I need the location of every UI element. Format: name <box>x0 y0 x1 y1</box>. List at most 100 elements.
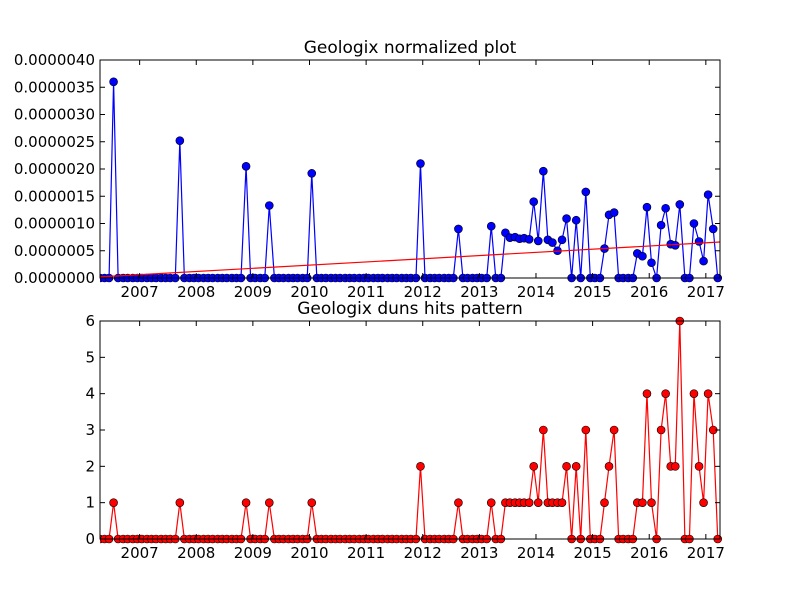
data-point <box>642 202 652 212</box>
series-line-0 <box>100 320 719 540</box>
data-point <box>675 200 685 209</box>
x-tick-label: 2008 <box>177 283 215 301</box>
data-point <box>638 498 647 507</box>
data-point <box>529 462 539 471</box>
data-point <box>533 498 543 507</box>
x-tick-label: 2011 <box>347 283 385 301</box>
y-tick-label: 0.0000000 <box>14 269 95 287</box>
x-tick-label: 2009 <box>234 283 272 301</box>
data-point <box>689 219 699 228</box>
data-point <box>600 498 609 507</box>
data-point <box>416 159 425 168</box>
data-point <box>175 136 185 145</box>
y-tick-label: 0.0000020 <box>14 160 95 178</box>
x-tick-label: 2017 <box>687 544 725 562</box>
data-point <box>241 498 251 507</box>
data-point <box>661 203 670 213</box>
data-point <box>524 235 534 244</box>
data-point <box>524 498 534 507</box>
data-point <box>557 498 567 507</box>
y-tick-label: 0.0000010 <box>14 215 95 233</box>
y-tick-label: 3 <box>85 421 95 439</box>
data-point <box>486 498 496 507</box>
data-point <box>307 498 317 507</box>
y-tick-label: 0 <box>85 530 95 548</box>
top-chart-normalized-plot: 2007 2008 2009 2010 2011 2012 2013 2014 2015 2016… <box>14 38 725 301</box>
data-point <box>656 425 666 435</box>
data-point <box>548 238 557 247</box>
y-tick-label: 0.0000015 <box>14 187 95 205</box>
axes-frame <box>99 59 721 279</box>
x-tick-label: 2010 <box>290 544 328 562</box>
data-point <box>562 214 571 223</box>
series-line-0 <box>100 81 719 279</box>
x-tick-label: 2016 <box>630 544 668 562</box>
y-tick-label: 5 <box>85 348 95 366</box>
series-line-1 <box>100 241 721 278</box>
data-point <box>241 161 251 171</box>
data-point <box>539 166 548 176</box>
data-point <box>689 389 699 398</box>
y-tick-label: 2 <box>85 457 95 475</box>
y-tick-label: 6 <box>85 312 95 330</box>
plot-area <box>100 77 723 283</box>
x-tick-label: 2015 <box>574 544 612 562</box>
data-point <box>571 462 581 471</box>
axes-frame <box>99 320 721 540</box>
data-point <box>670 462 680 471</box>
data-point <box>581 425 591 435</box>
x-tick-label: 2014 <box>517 544 555 562</box>
data-point <box>708 224 718 234</box>
data-point <box>699 256 708 266</box>
chart-title: Geologix duns hits pattern <box>297 299 523 319</box>
data-point <box>539 425 548 435</box>
data-point <box>571 215 581 225</box>
data-point <box>175 498 185 507</box>
data-point <box>557 235 567 245</box>
x-tick-label: 2014 <box>517 283 555 301</box>
data-point <box>454 224 463 234</box>
x-tick-label: 2010 <box>290 283 328 301</box>
data-point <box>694 237 704 246</box>
data-point <box>529 197 539 206</box>
x-tick-label: 2017 <box>687 283 725 301</box>
x-tick-label: 2009 <box>234 544 272 562</box>
data-point <box>307 169 317 178</box>
data-point <box>638 251 647 261</box>
data-point <box>694 462 704 471</box>
data-point <box>533 236 543 246</box>
data-point <box>109 498 118 507</box>
x-tick-label: 2016 <box>630 283 668 301</box>
y-tick-label: 0.0000040 <box>14 51 95 69</box>
data-point <box>264 498 274 507</box>
y-tick-label: 0.0000025 <box>14 133 95 151</box>
data-point <box>656 220 666 230</box>
plot-area <box>100 316 723 544</box>
data-point <box>647 498 656 507</box>
data-point <box>699 498 708 507</box>
data-point <box>642 389 652 398</box>
data-point <box>264 201 274 210</box>
y-tick-label: 0.0000035 <box>14 78 95 96</box>
x-tick-label: 2007 <box>121 544 159 562</box>
y-tick-label: 4 <box>85 385 95 403</box>
data-point <box>661 389 670 398</box>
x-tick-label: 2013 <box>460 544 498 562</box>
x-tick-label: 2013 <box>460 283 498 301</box>
x-tick-label: 2008 <box>177 544 215 562</box>
data-point <box>581 187 591 197</box>
data-point <box>703 389 713 398</box>
y-tick-label: 0.0000030 <box>14 106 95 124</box>
data-point <box>609 425 619 435</box>
x-tick-label: 2012 <box>404 283 442 301</box>
data-point <box>562 462 571 471</box>
bottom-chart-duns-hits-pattern: 2007 2008 2009 2010 2011 2012 2013 2014 2015 2016… <box>85 299 724 562</box>
data-point <box>604 462 614 471</box>
chart-title: Geologix normalized plot <box>304 38 517 58</box>
x-tick-label: 2012 <box>404 544 442 562</box>
data-point <box>609 208 619 217</box>
data-point <box>703 190 713 199</box>
y-tick-label: 0.0000005 <box>14 242 95 260</box>
data-point <box>454 498 463 507</box>
